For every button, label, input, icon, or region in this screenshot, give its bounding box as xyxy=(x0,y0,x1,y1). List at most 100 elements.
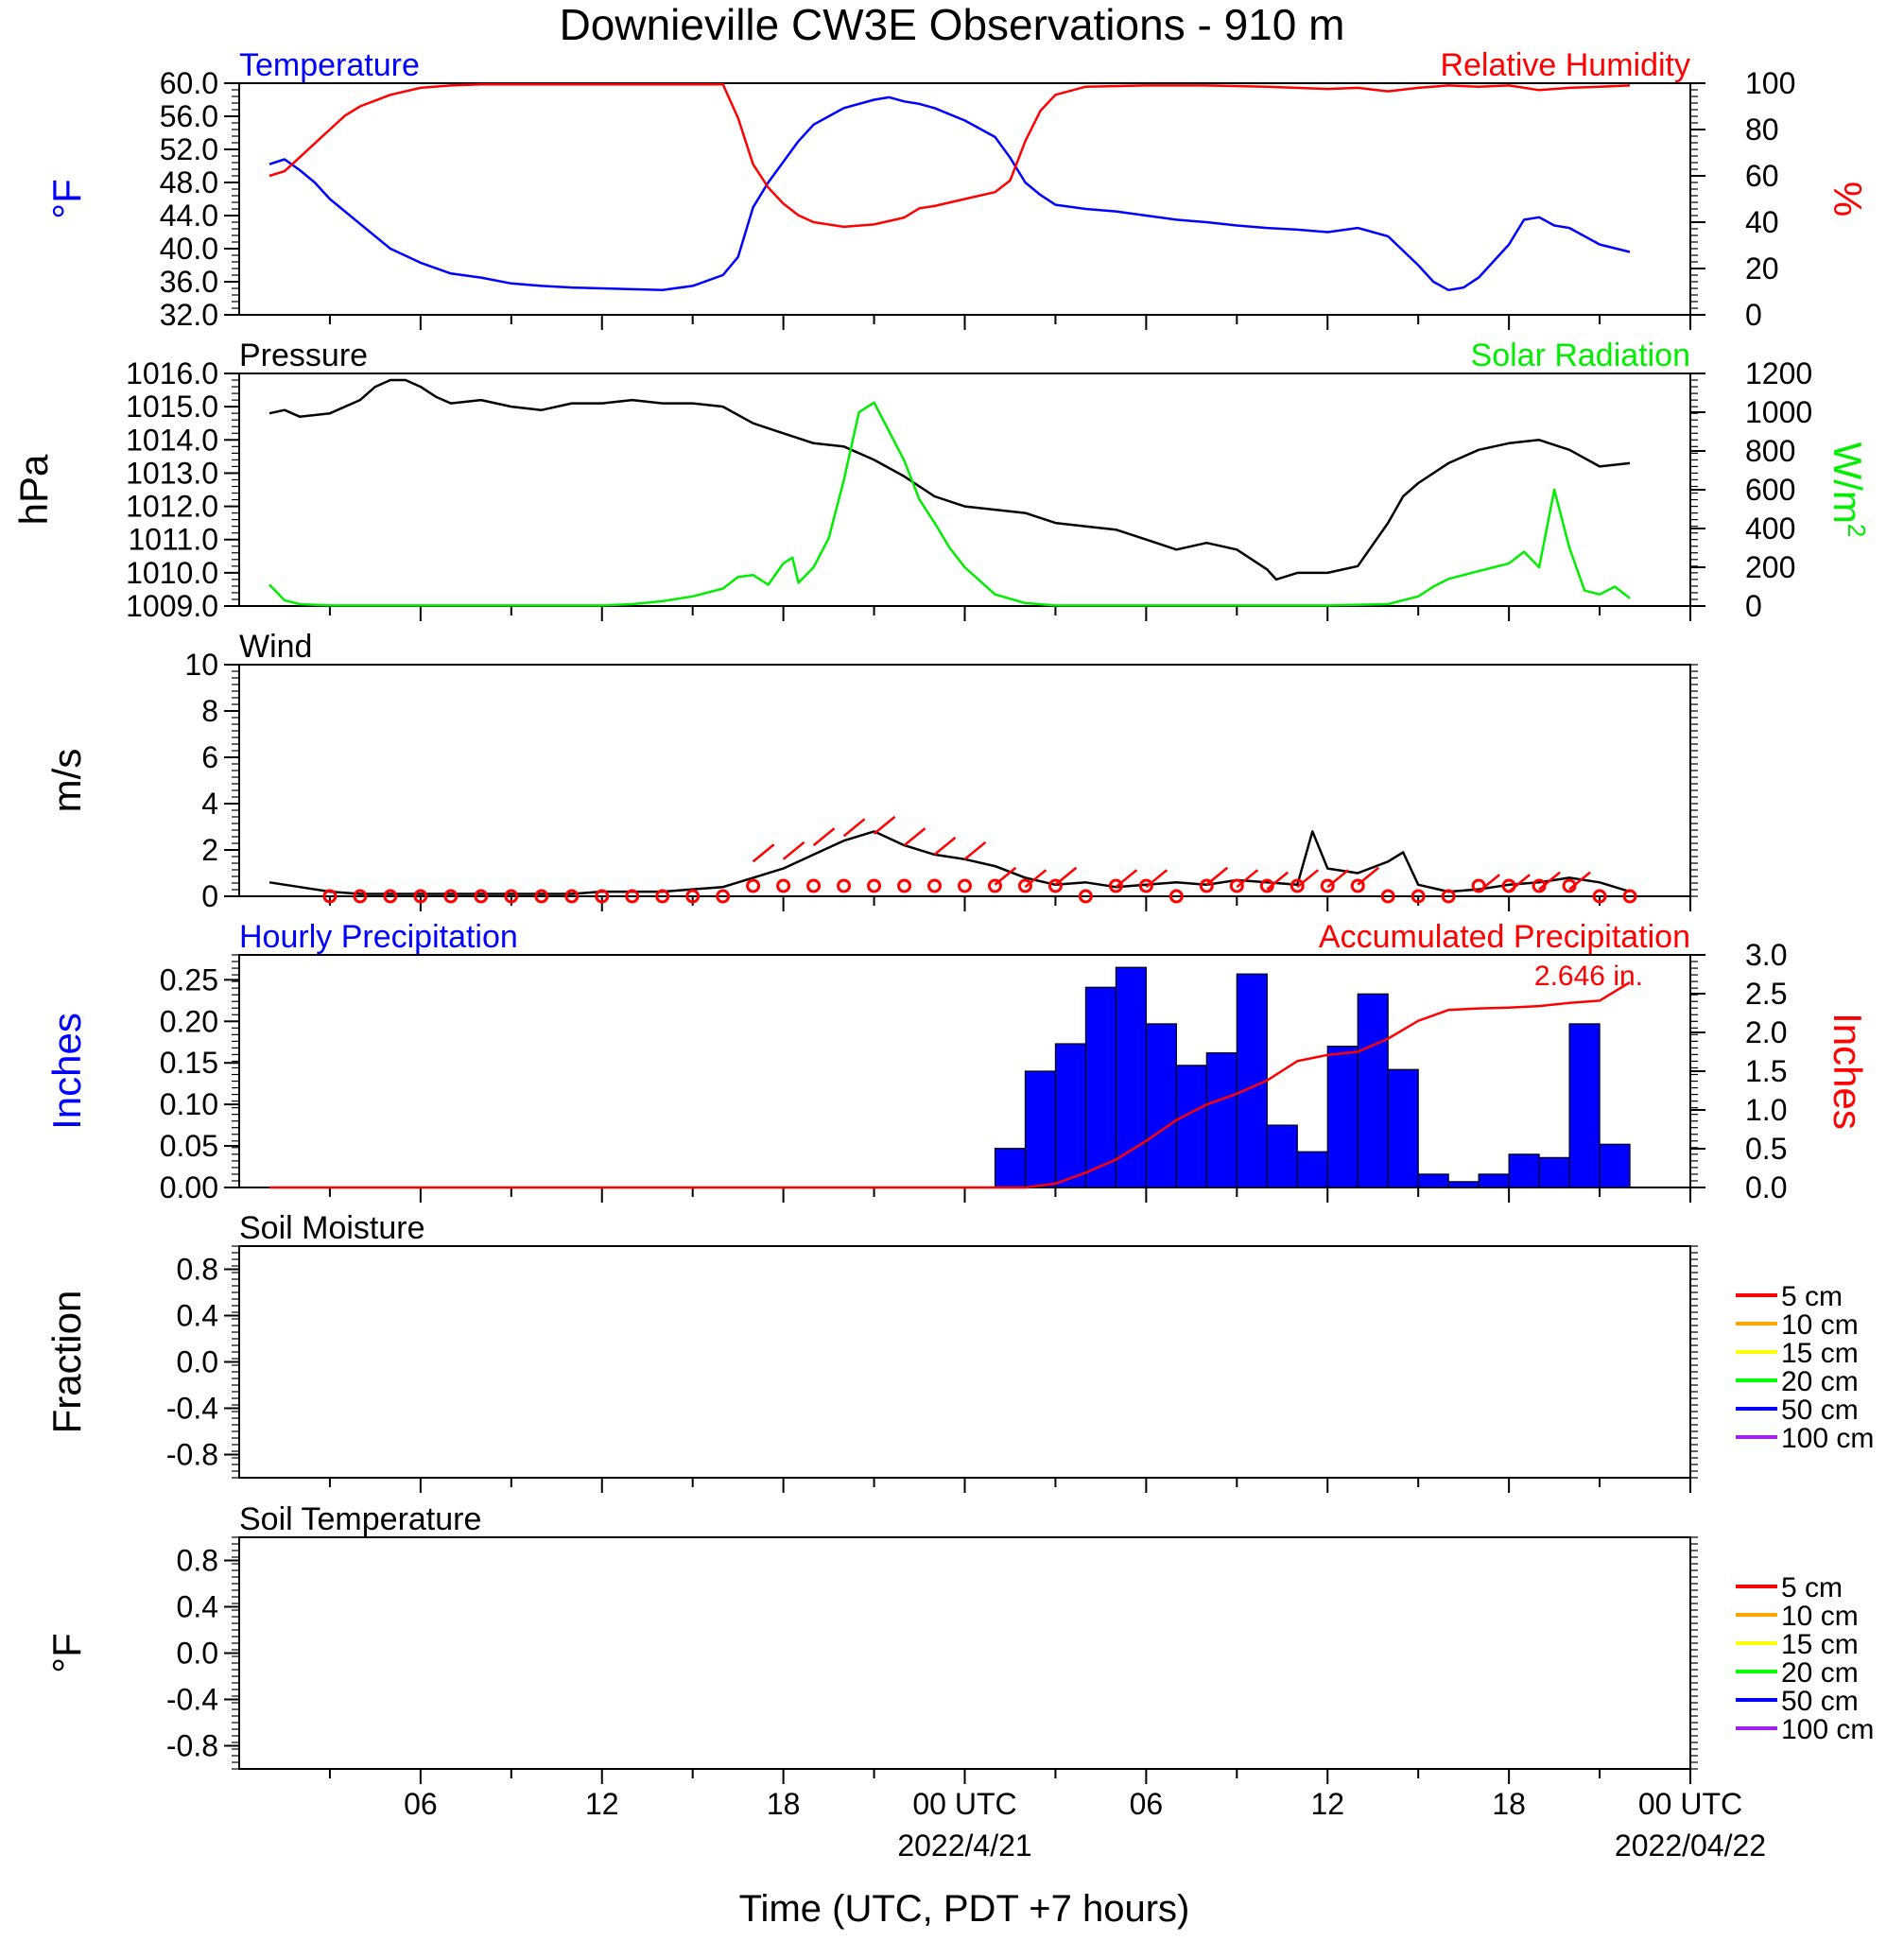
legend-label: 100 cm xyxy=(1781,1714,1874,1745)
panel-frame xyxy=(238,664,1691,897)
y-tick-label-left: 0.10 xyxy=(160,1087,218,1121)
y-tick-label-left: -0.4 xyxy=(166,1683,218,1717)
panel-label-left: Wind xyxy=(239,629,312,665)
calm-marker xyxy=(655,889,670,904)
panel-5: 0.8 0.4 0.0 -0.4 -0.8 Soil Moisture Fraction 5 … xyxy=(44,1210,1874,1493)
barb-marker xyxy=(1290,878,1305,893)
precip-bar xyxy=(1296,1151,1328,1188)
y-axis-title-left: m/s xyxy=(44,749,89,813)
precip-bar xyxy=(1084,986,1116,1188)
x-date-label: 2022/4/21 xyxy=(897,1828,1031,1863)
panel-label-left: Temperature xyxy=(239,47,420,83)
barb-marker xyxy=(806,878,822,893)
wind-barb xyxy=(752,843,775,863)
y-tick-label-left: -0.8 xyxy=(166,1438,218,1472)
wind-barb xyxy=(1296,869,1320,889)
precip-bar xyxy=(1538,1156,1570,1188)
y-tick-label-left: 1012.0 xyxy=(126,490,218,524)
y-tick-label-right: 1000 xyxy=(1745,395,1812,429)
wind-barb xyxy=(1054,866,1078,886)
y-axis-title-left: Inches xyxy=(44,1013,89,1130)
calm-marker xyxy=(353,889,368,904)
y-axis-title-left: Fraction xyxy=(44,1291,89,1434)
y-tick-label-right: 1.5 xyxy=(1745,1054,1787,1088)
wind-barb xyxy=(1024,869,1047,889)
calm-marker xyxy=(1380,889,1395,904)
wind-barb xyxy=(1326,869,1350,889)
calm-marker xyxy=(383,889,398,904)
y-axis-title-right: Inches xyxy=(1826,1013,1870,1130)
panel-2: 1016.01015.01014.01013.01012.01011.01010… xyxy=(11,338,1871,623)
panel-3: 10 8 6 4 2 0 Wind m/s xyxy=(44,629,1698,913)
y-axis-title-right: % xyxy=(1826,182,1870,217)
x-axis-label: Time (UTC, PDT +7 hours) xyxy=(739,1888,1190,1930)
y-tick-label-left: 1013.0 xyxy=(126,456,218,490)
y-tick-label-right: 100 xyxy=(1745,66,1795,100)
wind-barb xyxy=(1205,866,1229,886)
y-tick-label-left: 32.0 xyxy=(160,298,218,332)
calm-marker xyxy=(504,889,519,904)
y-tick-label-right: 800 xyxy=(1745,434,1795,468)
y-tick-label-left: 48.0 xyxy=(160,165,218,199)
series-line-left xyxy=(268,95,1631,292)
accumulated-total: 2.646 in. xyxy=(1534,961,1643,992)
calm-marker xyxy=(1168,889,1184,904)
x-tick-label: 06 xyxy=(1130,1787,1164,1821)
precip-bar xyxy=(1508,1153,1540,1188)
panel-label-right: Accumulated Precipitation xyxy=(1319,919,1690,955)
precip-bar xyxy=(1599,1143,1631,1188)
y-tick-label-left: 1009.0 xyxy=(126,589,218,623)
wind-barb xyxy=(1508,874,1531,893)
panel-label-left: Hourly Precipitation xyxy=(239,919,518,955)
barb-marker xyxy=(776,878,791,893)
barb-marker xyxy=(987,878,1002,893)
wind-barb xyxy=(1145,869,1168,889)
panel-frame xyxy=(238,1245,1691,1479)
wind-barb xyxy=(1236,869,1259,889)
wind-barb xyxy=(933,836,957,856)
precip-bar xyxy=(1175,1065,1207,1188)
x-tick-label: 06 xyxy=(404,1787,438,1821)
y-tick-label-right: 200 xyxy=(1745,550,1795,584)
precip-bar xyxy=(1568,1023,1601,1188)
barb-marker xyxy=(1138,878,1153,893)
x-tick-label: 00 UTC xyxy=(1638,1787,1742,1821)
calm-marker xyxy=(474,889,489,904)
calm-marker xyxy=(595,889,610,904)
legend-label: 15 cm xyxy=(1781,1629,1859,1660)
wind-barb xyxy=(994,866,1017,886)
barb-marker xyxy=(927,878,943,893)
calm-marker xyxy=(413,889,428,904)
panel-label-right: Relative Humidity xyxy=(1440,47,1690,83)
panel-label-right: Solar Radiation xyxy=(1471,338,1690,373)
y-tick-label-right: 40 xyxy=(1745,205,1779,239)
x-tick-label: 12 xyxy=(585,1787,619,1821)
y-tick-label-left: 6 xyxy=(201,740,218,774)
y-tick-label-right: 600 xyxy=(1745,473,1795,507)
accumulated-precip-line xyxy=(269,980,1631,1189)
barb-marker xyxy=(1047,878,1063,893)
legend-label: 10 cm xyxy=(1781,1601,1859,1632)
y-tick-label-left: 0.4 xyxy=(177,1299,218,1333)
y-axis-title-right: W/m2 xyxy=(1826,442,1871,538)
legend-label: 20 cm xyxy=(1781,1657,1859,1689)
precip-bar xyxy=(1447,1181,1480,1188)
y-tick-label-left: 2 xyxy=(201,833,218,867)
y-tick-label-left: 4 xyxy=(201,787,218,821)
minor-ticks xyxy=(232,664,1698,897)
panel-label-left: Soil Moisture xyxy=(239,1210,425,1246)
panel-frame xyxy=(238,1536,1691,1770)
precip-bar xyxy=(1024,1070,1057,1188)
calm-marker xyxy=(1441,889,1456,904)
minor-ticks xyxy=(232,1536,1698,1770)
barb-marker xyxy=(746,878,761,893)
panel-4: 0.25 0.20 0.15 0.10 0.05 0.00 3.0 2.5 2.0 1.5 1.0 0… xyxy=(44,919,1870,1204)
y-tick-label-right: 20 xyxy=(1745,251,1779,286)
y-tick-label-left: 0.00 xyxy=(160,1170,218,1204)
wind-barb xyxy=(842,818,866,838)
y-tick-label-right: 3.0 xyxy=(1745,938,1787,972)
precip-bar xyxy=(1266,1124,1298,1188)
